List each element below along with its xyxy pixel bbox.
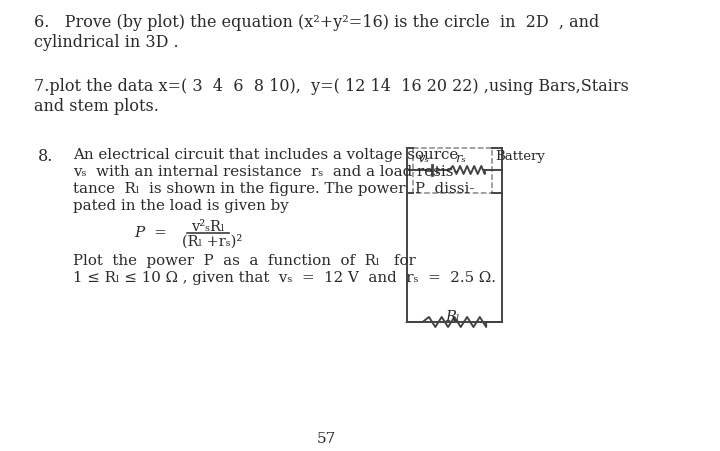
Text: pated in the load is given by: pated in the load is given by — [73, 199, 289, 213]
Text: tance  Rₗ  is shown in the figure. The power  P  dissi-: tance Rₗ is shown in the figure. The pow… — [73, 182, 474, 196]
Text: Rₗ: Rₗ — [445, 310, 460, 324]
Text: 6.   Prove (by plot) the equation (x²+y²=16) is the circle  in  2D  , and: 6. Prove (by plot) the equation (x²+y²=1… — [35, 14, 600, 31]
Text: 8.: 8. — [38, 148, 53, 165]
Text: vₛ: vₛ — [418, 152, 430, 165]
Text: P  =: P = — [135, 226, 167, 240]
Text: Plot  the  power  P  as  a  function  of  Rₗ   for: Plot the power P as a function of Rₗ for — [73, 254, 415, 268]
Text: 7.plot the data x=( 3  4  6  8 10),  y=( 12 14  16 20 22) ,using Bars,Stairs: 7.plot the data x=( 3 4 6 8 10), y=( 12 … — [35, 78, 629, 95]
Text: Battery: Battery — [495, 150, 546, 163]
Text: and stem plots.: and stem plots. — [35, 98, 159, 115]
Text: cylindrical in 3D .: cylindrical in 3D . — [35, 34, 179, 51]
Text: 1 ≤ Rₗ ≤ 10 Ω , given that  vₛ  =  12 V  and  rₛ  =  2.5 Ω.: 1 ≤ Rₗ ≤ 10 Ω , given that vₛ = 12 V and… — [73, 271, 495, 285]
Text: (Rₗ +rₛ)²: (Rₗ +rₛ)² — [181, 234, 242, 249]
Text: An electrical circuit that includes a voltage source: An electrical circuit that includes a vo… — [73, 148, 458, 162]
Text: vₛ  with an internal resistance  rₛ  and a load resis-: vₛ with an internal resistance rₛ and a … — [73, 165, 458, 179]
Text: 57: 57 — [318, 432, 336, 446]
Text: v²ₛRₗ: v²ₛRₗ — [191, 220, 224, 234]
Text: rₛ: rₛ — [455, 152, 466, 165]
